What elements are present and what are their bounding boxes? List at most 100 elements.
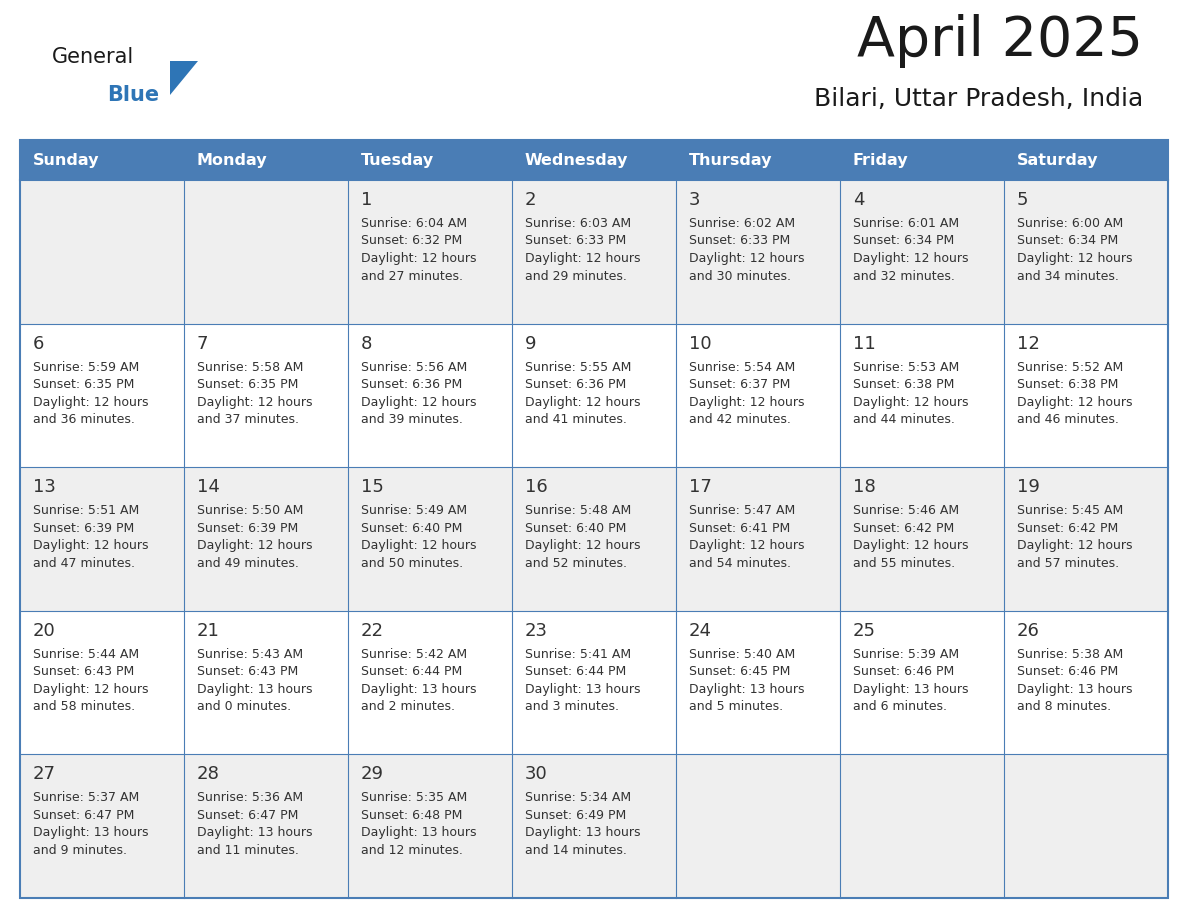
Text: Sunset: 6:32 PM: Sunset: 6:32 PM	[361, 234, 462, 248]
Text: 18: 18	[853, 478, 876, 497]
Bar	[20, 610, 184, 755]
Text: Sunset: 6:46 PM: Sunset: 6:46 PM	[1017, 666, 1118, 678]
Bar	[1004, 467, 1168, 610]
Text: Sunset: 6:40 PM: Sunset: 6:40 PM	[361, 521, 462, 534]
Bar	[184, 467, 348, 610]
Text: Sunrise: 5:37 AM: Sunrise: 5:37 AM	[33, 791, 139, 804]
Text: and 6 minutes.: and 6 minutes.	[853, 700, 947, 713]
Text: Wednesday: Wednesday	[525, 152, 628, 167]
Text: Sunset: 6:39 PM: Sunset: 6:39 PM	[197, 521, 298, 534]
Bar	[348, 755, 512, 898]
Bar	[840, 467, 1004, 610]
Text: 4: 4	[853, 191, 865, 209]
Text: Sunrise: 5:54 AM: Sunrise: 5:54 AM	[689, 361, 795, 374]
Text: Daylight: 12 hours: Daylight: 12 hours	[689, 252, 804, 265]
Text: Daylight: 12 hours: Daylight: 12 hours	[1017, 396, 1132, 409]
Text: and 3 minutes.: and 3 minutes.	[525, 700, 619, 713]
Text: Sunrise: 5:38 AM: Sunrise: 5:38 AM	[1017, 648, 1123, 661]
Text: Thursday: Thursday	[689, 152, 772, 167]
Text: Daylight: 12 hours: Daylight: 12 hours	[853, 396, 968, 409]
Text: 29: 29	[361, 766, 384, 783]
Text: and 12 minutes.: and 12 minutes.	[361, 844, 463, 856]
Text: 2: 2	[525, 191, 537, 209]
Bar	[512, 610, 676, 755]
Text: Sunrise: 5:56 AM: Sunrise: 5:56 AM	[361, 361, 467, 374]
Text: Sunset: 6:45 PM: Sunset: 6:45 PM	[689, 666, 790, 678]
Text: and 50 minutes.: and 50 minutes.	[361, 556, 463, 570]
Text: Sunrise: 5:59 AM: Sunrise: 5:59 AM	[33, 361, 139, 374]
Text: and 29 minutes.: and 29 minutes.	[525, 270, 627, 283]
Text: and 42 minutes.: and 42 minutes.	[689, 413, 791, 426]
Text: Sunset: 6:46 PM: Sunset: 6:46 PM	[853, 666, 954, 678]
Text: Daylight: 12 hours: Daylight: 12 hours	[197, 396, 312, 409]
Text: Sunrise: 5:34 AM: Sunrise: 5:34 AM	[525, 791, 631, 804]
Text: Sunset: 6:43 PM: Sunset: 6:43 PM	[33, 666, 134, 678]
Bar	[1004, 180, 1168, 324]
Text: Daylight: 13 hours: Daylight: 13 hours	[1017, 683, 1132, 696]
Text: 17: 17	[689, 478, 712, 497]
Text: 7: 7	[197, 334, 209, 353]
Text: and 44 minutes.: and 44 minutes.	[853, 413, 955, 426]
Text: 14: 14	[197, 478, 220, 497]
Text: Daylight: 12 hours: Daylight: 12 hours	[33, 683, 148, 696]
Text: and 30 minutes.: and 30 minutes.	[689, 270, 791, 283]
Text: Blue: Blue	[107, 85, 159, 105]
Text: Daylight: 13 hours: Daylight: 13 hours	[361, 826, 476, 839]
Text: Sunrise: 6:03 AM: Sunrise: 6:03 AM	[525, 217, 631, 230]
Bar	[1004, 140, 1168, 180]
Text: Daylight: 12 hours: Daylight: 12 hours	[525, 396, 640, 409]
Text: Monday: Monday	[197, 152, 267, 167]
Bar	[676, 324, 840, 467]
Text: Daylight: 13 hours: Daylight: 13 hours	[361, 683, 476, 696]
Bar	[184, 610, 348, 755]
Text: and 46 minutes.: and 46 minutes.	[1017, 413, 1119, 426]
Text: Daylight: 12 hours: Daylight: 12 hours	[361, 539, 476, 553]
Text: Sunrise: 5:50 AM: Sunrise: 5:50 AM	[197, 504, 303, 517]
Text: Sunrise: 5:43 AM: Sunrise: 5:43 AM	[197, 648, 303, 661]
Text: 19: 19	[1017, 478, 1040, 497]
Text: and 14 minutes.: and 14 minutes.	[525, 844, 627, 856]
Text: Daylight: 12 hours: Daylight: 12 hours	[361, 396, 476, 409]
Text: 30: 30	[525, 766, 548, 783]
Text: Sunset: 6:48 PM: Sunset: 6:48 PM	[361, 809, 462, 822]
Text: Sunset: 6:43 PM: Sunset: 6:43 PM	[197, 666, 298, 678]
Bar	[184, 180, 348, 324]
Bar	[512, 467, 676, 610]
Text: 25: 25	[853, 621, 876, 640]
Text: Daylight: 12 hours: Daylight: 12 hours	[525, 539, 640, 553]
Text: and 58 minutes.: and 58 minutes.	[33, 700, 135, 713]
Text: 21: 21	[197, 621, 220, 640]
Text: 3: 3	[689, 191, 701, 209]
Text: Daylight: 12 hours: Daylight: 12 hours	[361, 252, 476, 265]
Bar	[1004, 324, 1168, 467]
Text: 5: 5	[1017, 191, 1029, 209]
Text: Sunrise: 5:51 AM: Sunrise: 5:51 AM	[33, 504, 139, 517]
Text: 23: 23	[525, 621, 548, 640]
Bar	[20, 467, 184, 610]
Text: 6: 6	[33, 334, 44, 353]
Bar	[512, 755, 676, 898]
Text: Sunset: 6:38 PM: Sunset: 6:38 PM	[1017, 378, 1118, 391]
Text: Sunset: 6:42 PM: Sunset: 6:42 PM	[1017, 521, 1118, 534]
Text: and 32 minutes.: and 32 minutes.	[853, 270, 955, 283]
Text: and 9 minutes.: and 9 minutes.	[33, 844, 127, 856]
Text: Sunset: 6:38 PM: Sunset: 6:38 PM	[853, 378, 954, 391]
Bar	[20, 755, 184, 898]
Text: Daylight: 13 hours: Daylight: 13 hours	[197, 683, 312, 696]
Text: 26: 26	[1017, 621, 1040, 640]
Text: Sunset: 6:42 PM: Sunset: 6:42 PM	[853, 521, 954, 534]
Text: Sunset: 6:34 PM: Sunset: 6:34 PM	[853, 234, 954, 248]
Text: Daylight: 13 hours: Daylight: 13 hours	[853, 683, 968, 696]
Bar	[20, 140, 1168, 898]
Text: Daylight: 13 hours: Daylight: 13 hours	[525, 826, 640, 839]
Text: Sunset: 6:47 PM: Sunset: 6:47 PM	[33, 809, 134, 822]
Bar	[184, 755, 348, 898]
Bar	[676, 467, 840, 610]
Text: Friday: Friday	[853, 152, 909, 167]
Text: Sunrise: 5:49 AM: Sunrise: 5:49 AM	[361, 504, 467, 517]
Bar	[184, 140, 348, 180]
Text: and 52 minutes.: and 52 minutes.	[525, 556, 627, 570]
Text: and 41 minutes.: and 41 minutes.	[525, 413, 627, 426]
Text: Sunset: 6:35 PM: Sunset: 6:35 PM	[33, 378, 134, 391]
Text: 15: 15	[361, 478, 384, 497]
